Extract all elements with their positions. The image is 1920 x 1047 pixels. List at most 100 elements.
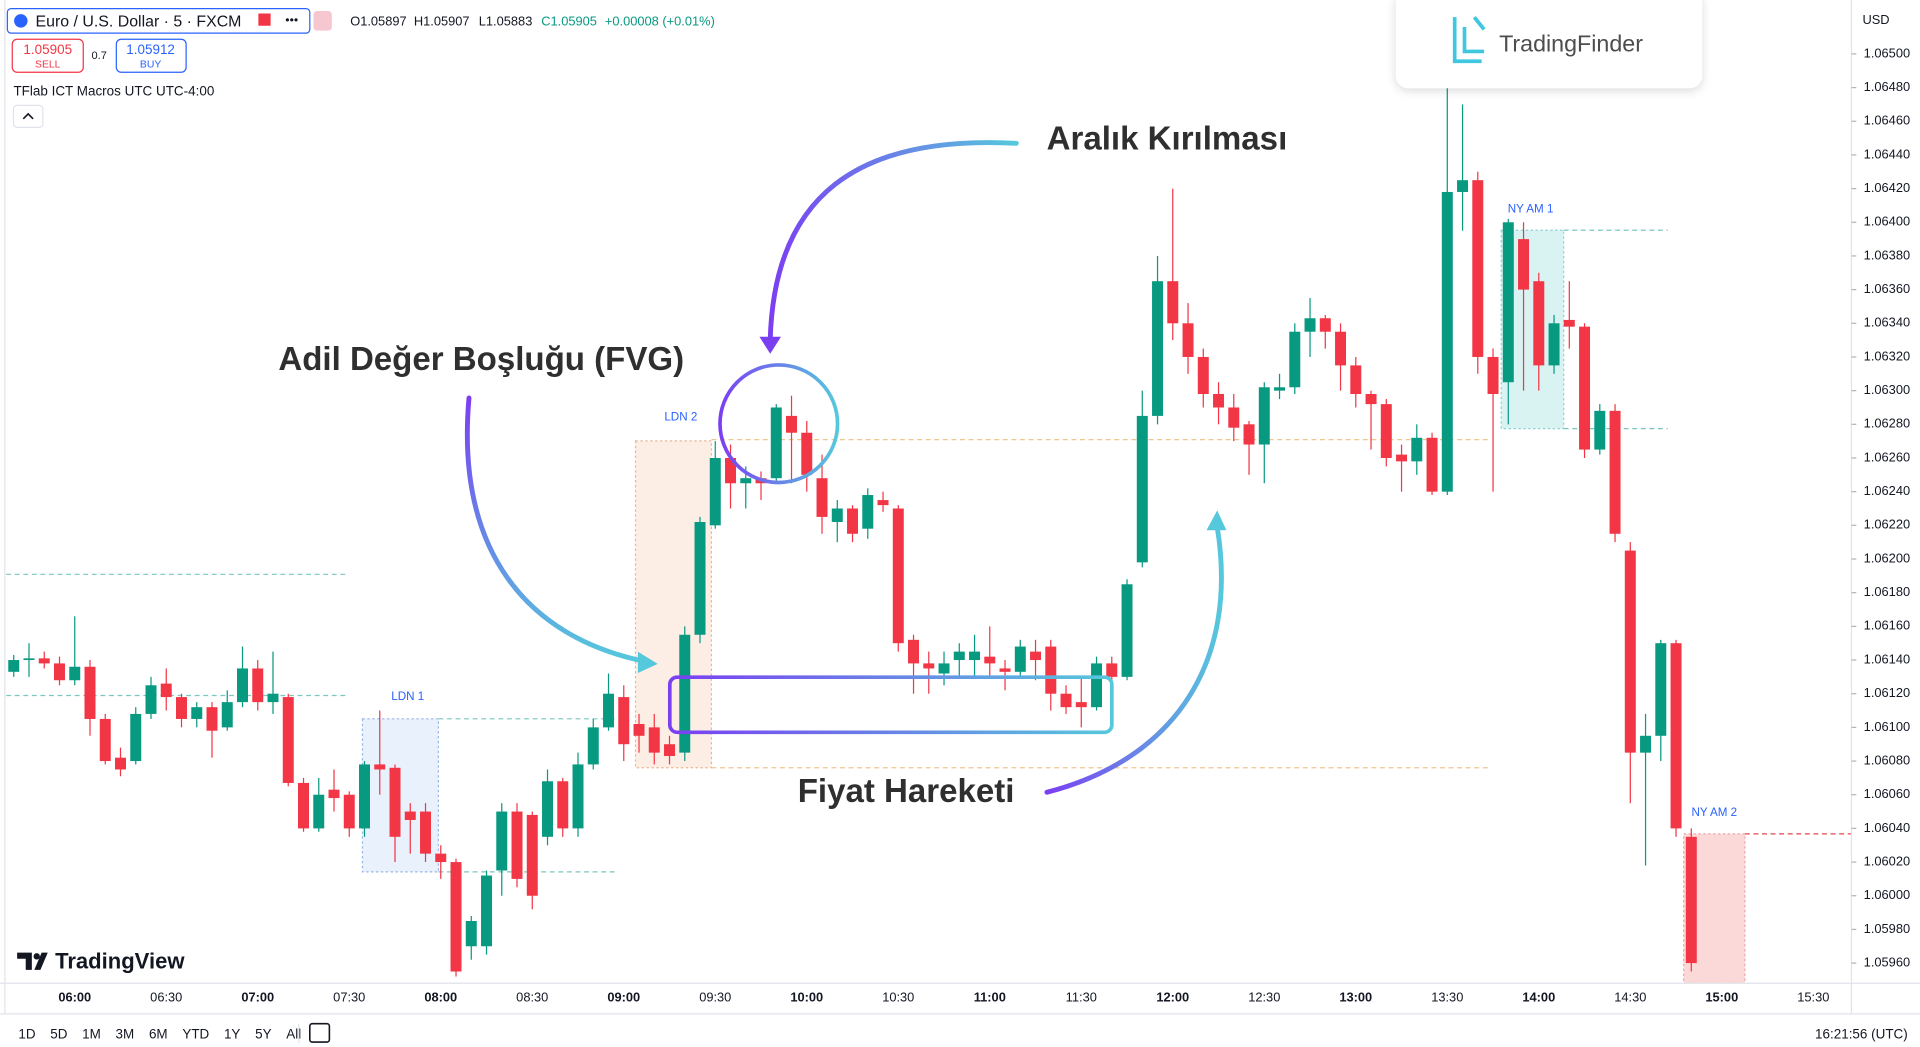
buy-label[interactable]: BUY xyxy=(140,60,161,71)
spread: 0.7 xyxy=(92,50,107,62)
candle-body xyxy=(1655,643,1667,736)
currency[interactable]: USD xyxy=(1862,12,1889,27)
sell-price[interactable]: 1.05905 xyxy=(23,42,72,57)
candle-body xyxy=(740,478,752,484)
candle-body xyxy=(1487,356,1499,395)
indicator-name[interactable]: TFlab ICT Macros UTC UTC-4:00 xyxy=(13,83,214,98)
candle-body xyxy=(130,713,142,762)
date-range-icon[interactable] xyxy=(309,1022,331,1043)
session-label: NY AM 2 xyxy=(1691,806,1737,819)
candle-body xyxy=(1685,836,1697,964)
indicator-badge[interactable] xyxy=(313,11,332,31)
candle-body xyxy=(328,789,340,799)
buy-button[interactable] xyxy=(115,38,187,73)
y-tick-label: 1.06140 xyxy=(1864,651,1910,666)
candle-body xyxy=(1441,191,1453,492)
x-tick-label: 11:30 xyxy=(1066,989,1097,1004)
more[interactable]: ••• xyxy=(285,13,298,27)
candle-body xyxy=(1533,281,1545,366)
candle-body xyxy=(465,921,477,947)
highlight-circle xyxy=(718,363,840,485)
candle-body xyxy=(1075,702,1087,708)
candle-body xyxy=(1380,404,1392,458)
candle-body xyxy=(1609,410,1621,534)
clock[interactable]: 16:21:56 (UTC) xyxy=(1815,1026,1908,1041)
period-button[interactable]: All xyxy=(286,1026,301,1041)
candle-body xyxy=(816,478,828,517)
candle-body xyxy=(252,668,264,703)
candle-body xyxy=(435,853,447,863)
candle-body xyxy=(8,660,20,672)
symbol[interactable]: Euro / U.S. Dollar · 5 · FXCM xyxy=(36,13,242,30)
y-tick-label: 1.05980 xyxy=(1864,921,1910,936)
candle-body xyxy=(298,782,309,829)
arrow xyxy=(464,395,647,664)
candle-body xyxy=(1213,394,1225,408)
collapse-button[interactable] xyxy=(12,104,44,128)
symbol-box[interactable] xyxy=(6,7,311,34)
period-button[interactable]: 1Y xyxy=(224,1026,240,1041)
candle-body xyxy=(1152,281,1164,416)
period-button[interactable]: 6M xyxy=(149,1026,168,1041)
period-button[interactable]: 5D xyxy=(50,1026,67,1041)
session-label: LDN 1 xyxy=(391,690,424,703)
candle-body xyxy=(389,767,401,837)
collapse-icon xyxy=(22,112,34,120)
flag xyxy=(258,13,271,26)
candle-body xyxy=(1426,437,1438,492)
arrow-head xyxy=(637,651,658,673)
candle-body xyxy=(1472,180,1484,357)
candle-body xyxy=(1548,323,1560,366)
ohlc-change: +0.00008 (+0.01%) xyxy=(605,13,715,28)
x-tick-label: 13:00 xyxy=(1339,989,1372,1004)
candle-body xyxy=(237,668,248,703)
buy-price[interactable]: 1.05912 xyxy=(126,42,175,57)
sell-label[interactable]: SELL xyxy=(35,60,61,71)
candle-body xyxy=(1289,331,1301,388)
candle-body xyxy=(481,875,493,947)
period-button[interactable]: 5Y xyxy=(255,1026,271,1041)
y-tick-label: 1.06240 xyxy=(1864,483,1910,498)
y-tick-label: 1.06460 xyxy=(1864,113,1910,128)
candle-body xyxy=(1518,239,1530,290)
x-tick-label: 14:30 xyxy=(1614,989,1646,1004)
x-tick-label: 13:30 xyxy=(1431,989,1463,1004)
period-button[interactable]: 1D xyxy=(18,1026,35,1041)
candle-body xyxy=(145,685,157,714)
candles xyxy=(8,87,1697,977)
period-button[interactable]: 3M xyxy=(116,1026,135,1041)
annotation: Adil Değer Boşluğu (FVG) xyxy=(278,341,684,378)
candle-body xyxy=(84,666,96,719)
arrow-head xyxy=(1206,510,1227,531)
x-tick-label: 14:00 xyxy=(1522,989,1555,1004)
session-label: NY AM 1 xyxy=(1508,202,1554,215)
ohlc-open: O1.05897 xyxy=(350,13,406,28)
annotation-shapes xyxy=(464,140,1227,795)
x-tick-label: 11:00 xyxy=(974,989,1006,1004)
x-tick-label: 15:00 xyxy=(1705,989,1738,1004)
candle-body xyxy=(1457,180,1469,192)
x-tick-label: 12:00 xyxy=(1156,989,1189,1004)
candle-body xyxy=(69,666,81,681)
y-tick-label: 1.06320 xyxy=(1864,348,1910,363)
period-button[interactable]: YTD xyxy=(182,1026,209,1041)
candle-body xyxy=(1365,394,1377,405)
y-tick-label: 1.06380 xyxy=(1864,247,1910,262)
y-tick-label: 1.06280 xyxy=(1864,416,1910,431)
candle-body xyxy=(892,508,904,644)
candle-body xyxy=(1670,643,1682,829)
period-button[interactable]: 1M xyxy=(82,1026,101,1041)
annotation: Fiyat Hareketi xyxy=(798,773,1015,810)
x-tick-label: 10:00 xyxy=(790,989,823,1004)
candle-body xyxy=(953,651,965,661)
candle-body xyxy=(1411,437,1423,462)
sell-button[interactable] xyxy=(11,38,84,73)
candle-body xyxy=(984,656,996,664)
x-tick-label: 09:00 xyxy=(607,989,640,1004)
candle-body xyxy=(770,407,782,479)
candle-body xyxy=(1640,735,1652,753)
brand-panel xyxy=(1395,0,1703,89)
